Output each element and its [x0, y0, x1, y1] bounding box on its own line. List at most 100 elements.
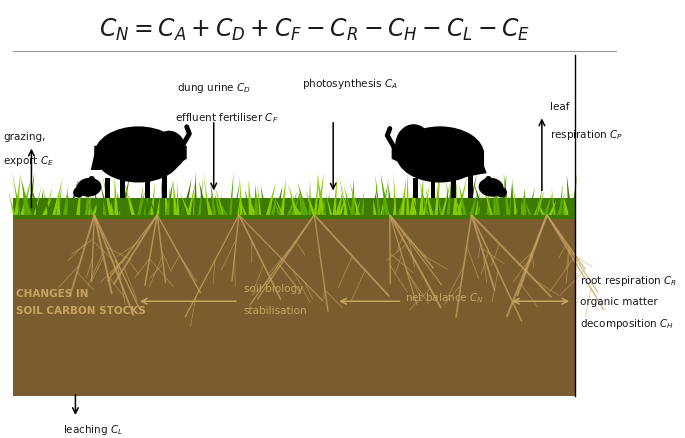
Polygon shape [76, 182, 81, 215]
Polygon shape [245, 190, 250, 215]
Polygon shape [326, 193, 329, 215]
Polygon shape [290, 201, 297, 215]
Polygon shape [495, 176, 501, 215]
Polygon shape [194, 172, 197, 215]
Polygon shape [557, 194, 565, 215]
Polygon shape [441, 180, 451, 215]
Polygon shape [273, 198, 281, 215]
Polygon shape [177, 181, 179, 215]
Polygon shape [475, 190, 480, 215]
Polygon shape [206, 193, 213, 215]
Polygon shape [412, 180, 416, 215]
Polygon shape [343, 200, 347, 215]
Polygon shape [44, 193, 51, 215]
Polygon shape [457, 176, 467, 215]
Polygon shape [123, 179, 134, 215]
Text: dung urine $C_D$: dung urine $C_D$ [177, 81, 251, 95]
Polygon shape [27, 173, 34, 215]
Polygon shape [71, 192, 81, 215]
Polygon shape [221, 194, 225, 215]
Ellipse shape [73, 188, 84, 198]
Bar [431, 178, 436, 198]
Bar [12, 215, 575, 396]
Polygon shape [510, 184, 514, 215]
Polygon shape [280, 179, 286, 215]
Polygon shape [203, 194, 213, 215]
Polygon shape [548, 201, 556, 215]
Polygon shape [88, 187, 90, 215]
Text: $C_N = C_A + C_D + C_F - C_R - C_H - C_L - C_E$: $C_N = C_A + C_D + C_F - C_R - C_H - C_L… [99, 17, 530, 43]
Polygon shape [466, 173, 477, 215]
Polygon shape [161, 181, 165, 215]
Polygon shape [317, 173, 324, 215]
Polygon shape [339, 175, 348, 215]
Polygon shape [179, 193, 190, 215]
Polygon shape [564, 197, 569, 215]
Polygon shape [254, 185, 259, 215]
Polygon shape [99, 182, 109, 215]
Polygon shape [156, 195, 160, 215]
Polygon shape [199, 182, 208, 215]
Polygon shape [413, 201, 420, 215]
Polygon shape [80, 195, 84, 215]
Polygon shape [34, 184, 42, 215]
Polygon shape [369, 196, 376, 215]
Polygon shape [14, 173, 21, 215]
Polygon shape [64, 196, 68, 215]
Polygon shape [508, 179, 513, 215]
Polygon shape [355, 199, 361, 215]
Polygon shape [469, 194, 477, 215]
Polygon shape [516, 202, 524, 215]
Polygon shape [298, 183, 308, 215]
Polygon shape [119, 176, 130, 215]
Polygon shape [522, 188, 526, 215]
Text: leaching $C_L$: leaching $C_L$ [63, 422, 123, 436]
Ellipse shape [152, 131, 186, 170]
Polygon shape [56, 187, 62, 215]
Polygon shape [543, 194, 552, 215]
Polygon shape [566, 175, 572, 215]
Polygon shape [410, 191, 416, 215]
Polygon shape [95, 146, 187, 179]
Polygon shape [527, 187, 535, 215]
Polygon shape [91, 151, 105, 170]
Polygon shape [309, 180, 311, 215]
Ellipse shape [395, 125, 432, 168]
Bar [105, 178, 110, 198]
Polygon shape [371, 184, 377, 215]
Polygon shape [435, 173, 440, 215]
Text: soil biology: soil biology [244, 284, 303, 293]
Bar [451, 178, 456, 198]
Text: leaf: leaf [550, 102, 569, 112]
Polygon shape [215, 187, 225, 215]
Polygon shape [145, 196, 149, 215]
Text: stabilisation: stabilisation [244, 305, 308, 315]
Polygon shape [45, 188, 52, 215]
Polygon shape [571, 173, 577, 215]
Polygon shape [343, 185, 353, 215]
Polygon shape [470, 153, 486, 174]
Polygon shape [271, 196, 277, 215]
Polygon shape [316, 174, 326, 215]
Polygon shape [476, 194, 483, 215]
Polygon shape [103, 177, 113, 215]
Polygon shape [559, 184, 562, 215]
Polygon shape [21, 178, 32, 215]
Polygon shape [540, 199, 549, 215]
Polygon shape [292, 192, 300, 215]
Polygon shape [56, 195, 60, 215]
Text: root respiration $C_R$: root respiration $C_R$ [580, 273, 677, 287]
Polygon shape [453, 182, 457, 215]
Polygon shape [503, 173, 510, 215]
Polygon shape [375, 176, 381, 215]
Polygon shape [479, 194, 487, 215]
Polygon shape [21, 178, 32, 215]
Polygon shape [193, 191, 196, 215]
Polygon shape [151, 182, 155, 215]
Polygon shape [92, 201, 98, 215]
Polygon shape [535, 186, 543, 215]
Polygon shape [450, 176, 453, 215]
Polygon shape [118, 194, 127, 215]
Polygon shape [143, 188, 148, 215]
Polygon shape [406, 173, 409, 215]
